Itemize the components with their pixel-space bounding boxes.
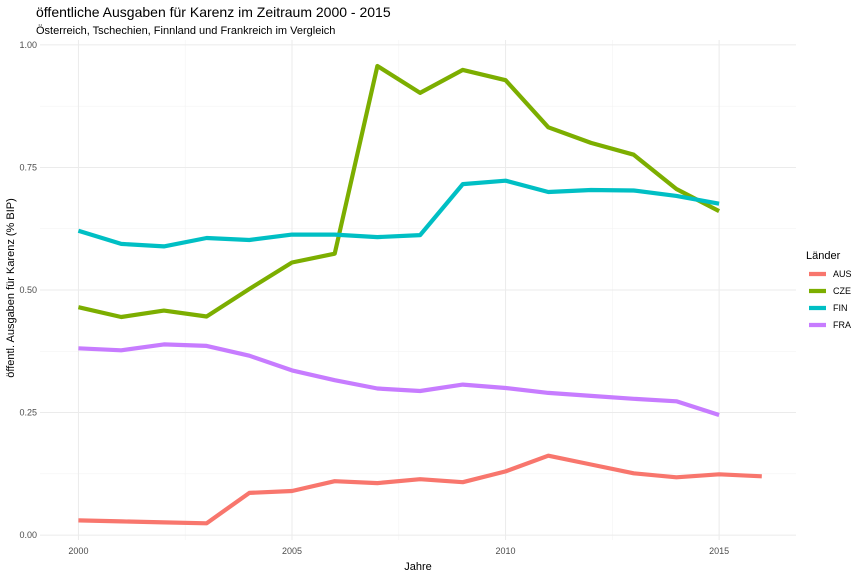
y-tick-label: 0.25 <box>19 408 37 418</box>
x-axis-ticks: 2000 2005 2010 2015 <box>68 546 729 556</box>
series-lines <box>77 63 762 526</box>
y-tick-label: 0.75 <box>19 162 37 172</box>
y-tick-label: 0.00 <box>19 530 37 540</box>
series-line-aus <box>78 453 762 526</box>
chart-subtitle: Österreich, Tschechien, Finnland und Fra… <box>36 25 335 37</box>
y-axis-title: öffentl. Ausgaben für Karenz (% BIP) <box>5 198 17 378</box>
chart-title: öffentliche Ausgaben für Karenz im Zeitr… <box>36 4 391 20</box>
plot-grid <box>40 40 796 540</box>
legend: Länder AUS CZE FIN FRA <box>806 250 852 330</box>
series-line-fin <box>77 178 720 249</box>
y-tick-label: 0.50 <box>19 285 37 295</box>
legend-label-cze: CZE <box>833 286 851 296</box>
legend-title: Länder <box>806 250 841 262</box>
x-axis-title: Jahre <box>404 561 432 573</box>
series-line-cze <box>77 63 721 320</box>
legend-label-fin: FIN <box>833 303 848 313</box>
series-line-fra <box>78 342 720 417</box>
x-tick-label: 2000 <box>68 546 88 556</box>
legend-label-fra: FRA <box>833 320 851 330</box>
x-tick-label: 2015 <box>709 546 729 556</box>
y-axis-ticks: 0.00 0.25 0.50 0.75 1.00 <box>19 40 37 540</box>
x-tick-label: 2010 <box>496 546 516 556</box>
x-tick-label: 2005 <box>282 546 302 556</box>
legend-label-aus: AUS <box>833 269 852 279</box>
y-tick-label: 1.00 <box>19 40 37 50</box>
